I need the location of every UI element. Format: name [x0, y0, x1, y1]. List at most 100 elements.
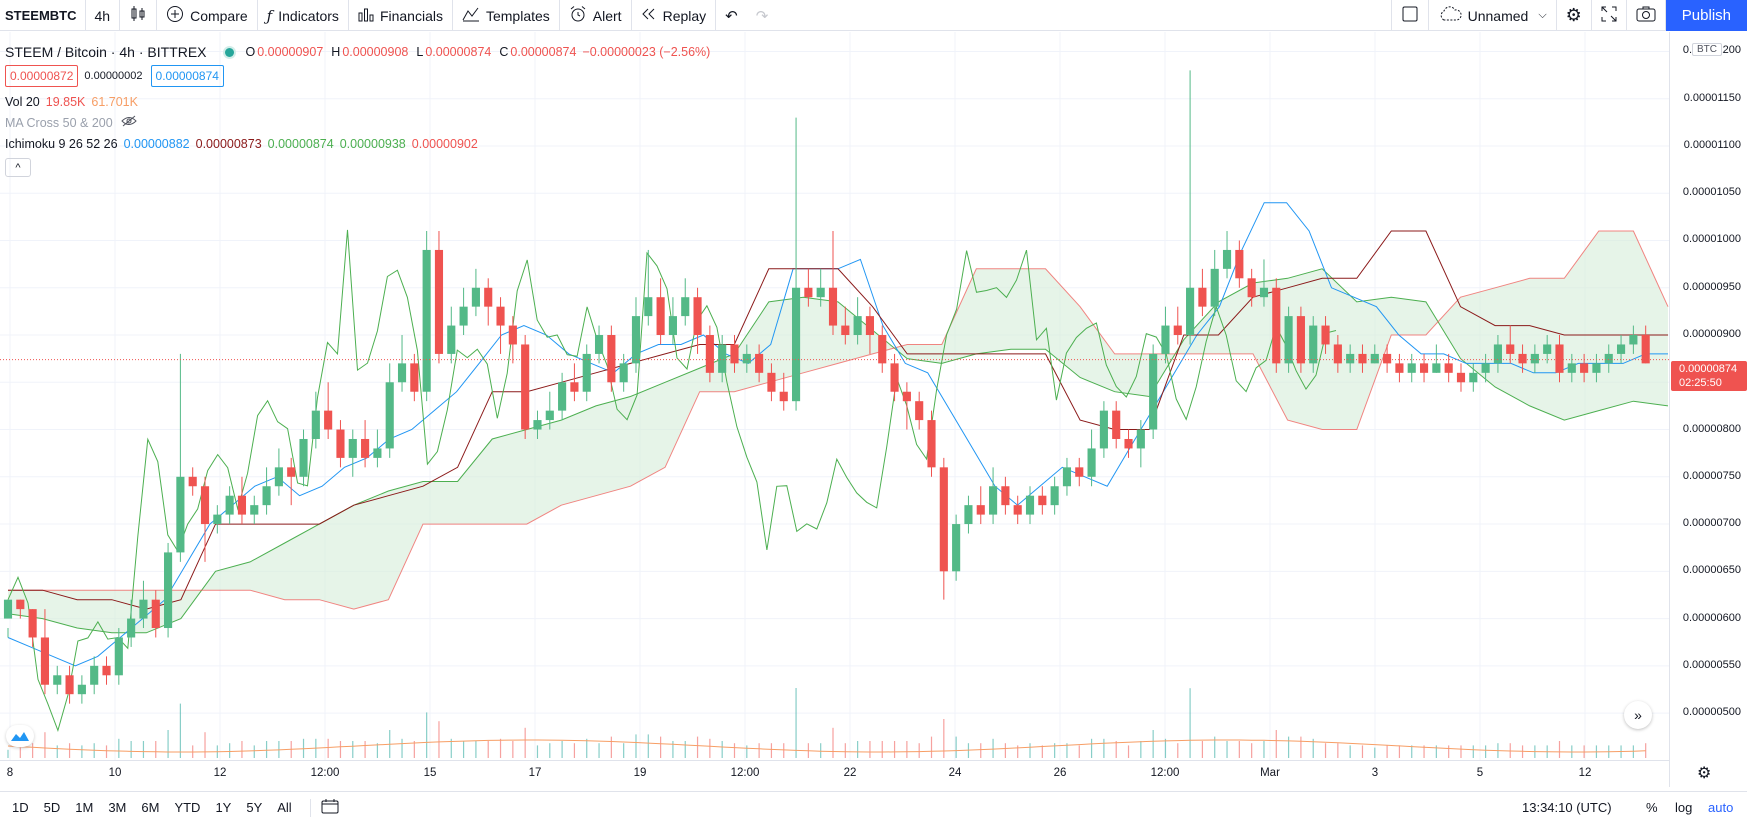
price-tick-label: 0.00000700 — [1682, 517, 1741, 530]
volume-bar — [1300, 736, 1302, 758]
hidden-eye-icon[interactable] — [120, 115, 137, 131]
candle-body — [274, 467, 283, 487]
candle — [1321, 316, 1330, 354]
range-button-3m[interactable]: 3M — [108, 800, 127, 815]
settings-button[interactable]: ⚙ — [1557, 0, 1592, 31]
range-button-1d[interactable]: 1D — [12, 800, 29, 815]
legend-ichimoku-row[interactable]: Ichimoku 9 26 52 26 0.00000882 0.0000087… — [5, 133, 710, 154]
snapshot-button[interactable] — [1627, 0, 1666, 31]
volume-bar — [1189, 688, 1191, 758]
fullscreen-button[interactable] — [1592, 0, 1627, 31]
candle — [410, 353, 419, 402]
range-button-ytd[interactable]: YTD — [174, 800, 201, 815]
candle — [841, 306, 850, 345]
candle-body — [878, 335, 887, 364]
legend-ma-cross-row[interactable]: MA Cross 50 & 200 — [5, 112, 710, 133]
candle-body — [1284, 316, 1293, 364]
symbol-search-button[interactable]: STEEMBTC — [0, 0, 86, 31]
candle — [1592, 353, 1601, 383]
log-scale-button[interactable]: log — [1675, 800, 1693, 815]
time-tick-label: 17 — [528, 767, 542, 779]
candle — [1432, 344, 1441, 373]
volume-bar — [44, 732, 46, 758]
compare-button[interactable]: Compare — [157, 0, 258, 31]
price-chart[interactable] — [0, 32, 1669, 760]
close-label: C — [499, 45, 509, 59]
volume-bar — [549, 743, 551, 758]
layout-toggle-button[interactable] — [1390, 0, 1429, 31]
candle-body — [594, 335, 604, 354]
timezone-clock[interactable]: 13:34:10 (UTC) — [1522, 800, 1612, 815]
candle — [755, 344, 764, 383]
chart-pane[interactable] — [0, 32, 1747, 791]
chart-style-button[interactable] — [120, 0, 158, 31]
candle — [644, 249, 653, 326]
volume-bar — [352, 741, 354, 758]
range-button-6m[interactable]: 6M — [141, 800, 160, 815]
price-scale[interactable]: 0.000012000.000011500.000011000.00001050… — [1669, 32, 1747, 787]
candle-body — [1383, 353, 1392, 364]
volume-bar — [1275, 730, 1277, 758]
alert-button[interactable]: Alert — [560, 0, 632, 31]
percent-scale-button[interactable]: % — [1646, 800, 1658, 815]
layout-name-button[interactable]: Unnamed ⌵ — [1429, 0, 1557, 31]
candle — [1358, 344, 1367, 373]
buy-price-button[interactable]: 0.00000874 — [150, 65, 224, 87]
volume-bar — [265, 741, 268, 758]
range-button-1y[interactable]: 1Y — [215, 800, 232, 815]
auto-scale-button[interactable]: auto — [1708, 800, 1734, 815]
volume-bar — [1152, 730, 1154, 758]
candle-body — [1555, 344, 1564, 373]
candle — [53, 665, 62, 695]
candle-body — [1259, 287, 1269, 298]
candle-body — [1198, 287, 1207, 307]
collapse-legend-button[interactable]: ^ — [5, 158, 31, 177]
legend-volume-row[interactable]: Vol 20 19.85K 61.701K — [5, 91, 710, 112]
range-button-all[interactable]: All — [277, 800, 292, 815]
volume-bar — [930, 736, 933, 758]
candle-body — [484, 287, 493, 307]
time-tick-label: 12:00 — [1150, 767, 1180, 779]
volume-bar — [130, 741, 132, 758]
candle-body — [151, 599, 160, 629]
candle-body — [1543, 344, 1552, 354]
financials-button[interactable]: Financials — [349, 0, 453, 31]
volume-bar — [1398, 745, 1401, 758]
candle — [237, 476, 247, 525]
price-tick-label: 0.00000900 — [1682, 328, 1741, 340]
candle-body — [1469, 372, 1478, 383]
go-to-date-calendar-icon[interactable] — [321, 798, 339, 817]
redo-button[interactable]: ↷ — [747, 0, 778, 31]
templates-button[interactable]: Templates — [453, 0, 560, 31]
interval-button[interactable]: 4h — [86, 0, 121, 31]
candle — [1112, 401, 1121, 449]
volume-bar — [438, 721, 440, 758]
candle — [1567, 353, 1576, 383]
range-button-1m[interactable]: 1M — [75, 800, 94, 815]
time-scale[interactable]: 8 10 12 12:00 15 17 19 12:00 22 24 26 12:00 Mar 3 5 12 — [0, 760, 1669, 787]
range-button-5d[interactable]: 5D — [43, 800, 61, 815]
legend-title[interactable]: STEEM / Bitcoin · 4h · BITTREX — [5, 44, 207, 60]
tradingview-logo-icon[interactable] — [6, 725, 34, 747]
candlesticks — [3, 70, 1650, 704]
publish-button[interactable]: Publish — [1665, 0, 1747, 31]
candle-body — [127, 618, 136, 638]
scale-settings-gear-icon[interactable]: ⚙ — [1697, 765, 1712, 782]
candle-body — [410, 363, 419, 392]
currency-label[interactable]: BTC — [1692, 43, 1722, 56]
range-button-5y[interactable]: 5Y — [246, 800, 263, 815]
volume-bar — [770, 743, 773, 758]
indicators-button[interactable]: ƒ Indicators — [258, 0, 349, 31]
candle-body — [1629, 335, 1638, 345]
candle — [1296, 306, 1305, 373]
candle-body — [644, 297, 653, 317]
market-status-icon — [224, 47, 234, 57]
candle — [508, 316, 517, 364]
scroll-to-realtime-button[interactable]: » — [1624, 701, 1652, 729]
volume-bar — [1164, 738, 1167, 758]
candle — [1469, 363, 1478, 392]
sell-price-button[interactable]: 0.00000872 — [5, 65, 79, 87]
candle — [1419, 353, 1429, 383]
undo-button[interactable]: ↶ — [716, 0, 747, 31]
replay-button[interactable]: Replay — [632, 0, 717, 31]
